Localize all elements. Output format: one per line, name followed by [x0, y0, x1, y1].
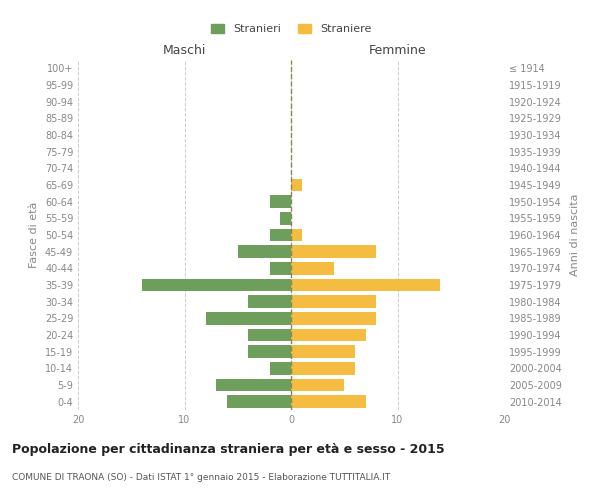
Bar: [142, 279, 291, 291]
Text: Maschi: Maschi: [163, 44, 206, 57]
Bar: [291, 246, 376, 258]
Bar: [238, 246, 291, 258]
Text: COMUNE DI TRAONA (SO) - Dati ISTAT 1° gennaio 2015 - Elaborazione TUTTITALIA.IT: COMUNE DI TRAONA (SO) - Dati ISTAT 1° ge…: [12, 472, 390, 482]
Text: Popolazione per cittadinanza straniera per età e sesso - 2015: Popolazione per cittadinanza straniera p…: [12, 442, 445, 456]
Bar: [291, 229, 302, 241]
Bar: [291, 296, 376, 308]
Bar: [291, 179, 302, 191]
Bar: [248, 346, 291, 358]
Bar: [270, 196, 291, 208]
Bar: [291, 279, 440, 291]
Bar: [217, 379, 291, 391]
Legend: Stranieri, Straniere: Stranieri, Straniere: [211, 24, 371, 34]
Bar: [291, 379, 344, 391]
Bar: [206, 312, 291, 324]
Bar: [248, 296, 291, 308]
Bar: [291, 346, 355, 358]
Bar: [270, 262, 291, 274]
Text: Femmine: Femmine: [368, 44, 427, 57]
Bar: [280, 212, 291, 224]
Y-axis label: Fasce di età: Fasce di età: [29, 202, 39, 268]
Bar: [291, 362, 355, 374]
Bar: [291, 262, 334, 274]
Y-axis label: Anni di nascita: Anni di nascita: [570, 194, 580, 276]
Bar: [248, 329, 291, 341]
Bar: [291, 312, 376, 324]
Bar: [270, 229, 291, 241]
Bar: [291, 329, 365, 341]
Bar: [291, 396, 365, 408]
Bar: [270, 362, 291, 374]
Bar: [227, 396, 291, 408]
